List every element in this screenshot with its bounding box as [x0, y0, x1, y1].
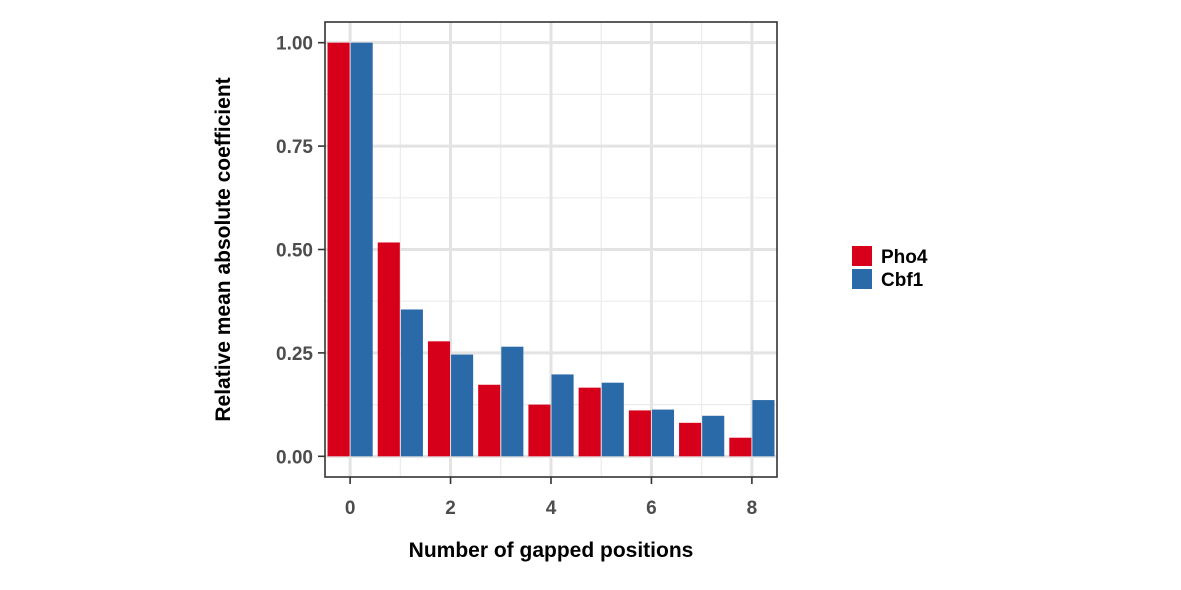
y-tick-label: 1.00 — [276, 34, 313, 55]
bar-pho4-7 — [679, 422, 702, 457]
bar-cbf1-7 — [702, 415, 725, 457]
bar-pho4-2 — [427, 341, 451, 457]
bar-pho4-8 — [729, 437, 752, 457]
y-tick-label: 0.25 — [276, 344, 313, 365]
legend-label-pho4: Pho4 — [881, 247, 928, 268]
bar-pho4-1 — [377, 242, 400, 457]
bars — [327, 42, 775, 457]
legend-key-pho4 — [852, 246, 872, 266]
bar-pho4-6 — [628, 410, 651, 457]
x-axis-title: Number of gapped positions — [409, 539, 694, 562]
bar-pho4-0 — [327, 42, 350, 457]
y-tick-label: 0.75 — [276, 137, 313, 158]
bar-cbf1-8 — [752, 400, 775, 457]
bar-cbf1-0 — [350, 42, 373, 457]
y-axis-title: Relative mean absolute coefficient — [212, 77, 235, 421]
axis-ticks: 0.00 0.25 0.50 0.75 1.00 0 2 4 6 8 — [276, 34, 757, 519]
legend-label-cbf1: Cbf1 — [881, 270, 924, 291]
bar-cbf1-5 — [601, 382, 624, 457]
bar-cbf1-2 — [451, 354, 474, 457]
y-tick-label: 0.00 — [276, 447, 313, 468]
grid — [325, 22, 777, 477]
bar-cbf1-4 — [551, 374, 574, 457]
bar-cbf1-6 — [651, 409, 675, 457]
bar-cbf1-3 — [501, 346, 524, 457]
x-tick-label: 4 — [546, 498, 557, 519]
x-tick-label: 8 — [747, 498, 758, 519]
x-tick-label: 2 — [445, 498, 456, 519]
legend-key-cbf1 — [852, 269, 872, 289]
bar-pho4-5 — [578, 387, 601, 457]
bar-pho4-3 — [478, 384, 501, 457]
x-tick-label: 6 — [646, 498, 657, 519]
y-tick-label: 0.50 — [276, 241, 313, 262]
x-tick-label: 0 — [345, 498, 356, 519]
bar-pho4-4 — [528, 404, 551, 457]
bar-cbf1-1 — [400, 309, 423, 457]
